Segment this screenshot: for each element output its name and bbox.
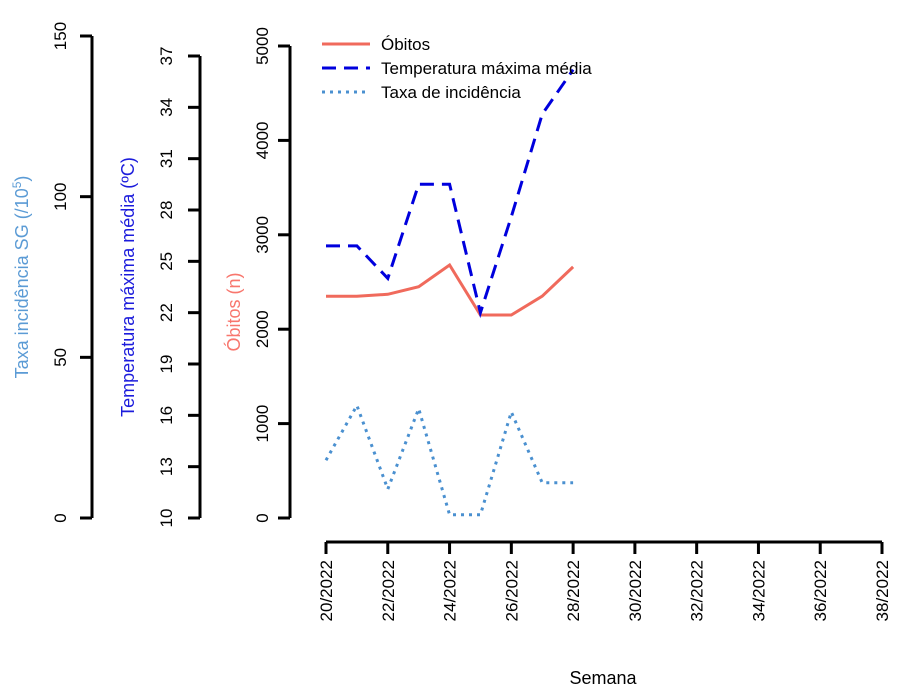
y-tick-label-temp: 28 bbox=[157, 201, 176, 220]
y-tick-label-taxa: 0 bbox=[51, 513, 70, 522]
x-tick-label: 34/2022 bbox=[749, 560, 768, 621]
y-tick-label-obitos: 0 bbox=[253, 513, 272, 522]
y-axis-title-temp: Temperatura máxima média (ºC) bbox=[118, 157, 138, 417]
y-axis-temp: 10 13 16 19 22 25 28 31 34 37 Temperatura máxima m… bbox=[118, 47, 202, 528]
y-tick-label-temp: 34 bbox=[157, 98, 176, 117]
y-tick-label-obitos: 5000 bbox=[253, 27, 272, 65]
x-tick-label: 20/2022 bbox=[317, 560, 336, 621]
y-tick-label-obitos: 4000 bbox=[253, 121, 272, 159]
y-tick-label-temp: 31 bbox=[157, 149, 176, 168]
legend-item: Temperatura máxima média bbox=[322, 59, 592, 78]
x-tick-label: 32/2022 bbox=[688, 560, 707, 621]
x-tick-label: 22/2022 bbox=[379, 560, 398, 621]
series-line-taxa bbox=[324, 401, 574, 517]
y-tick-label-temp: 22 bbox=[157, 303, 176, 322]
y-tick-label-taxa: 50 bbox=[51, 348, 70, 367]
y-tick-label-temp: 25 bbox=[157, 252, 176, 271]
legend-item: Óbitos bbox=[322, 35, 430, 54]
x-tick-label: 36/2022 bbox=[811, 560, 830, 621]
y-axis-title-taxa: Taxa incidência SG (/105) bbox=[10, 176, 32, 379]
y-tick-label-taxa: 150 bbox=[51, 22, 70, 50]
x-tick-label: 28/2022 bbox=[564, 560, 583, 621]
y-tick-label-temp: 13 bbox=[157, 457, 176, 476]
legend-label: Óbitos bbox=[381, 35, 430, 54]
x-tick-label: 24/2022 bbox=[441, 560, 460, 621]
y-tick-label-obitos: 1000 bbox=[253, 405, 272, 443]
x-tick-label: 26/2022 bbox=[502, 560, 521, 621]
legend: Óbitos Temperatura máxima média Taxa de in… bbox=[322, 35, 592, 102]
y-tick-label-temp: 37 bbox=[157, 47, 176, 66]
x-axis: 20/2022 22/2022 24/2022 26/2022 28/2022 30/20… bbox=[317, 540, 892, 688]
y-tick-label-taxa: 100 bbox=[51, 182, 70, 210]
y-axis-title-obitos: Óbitos (n) bbox=[223, 272, 244, 351]
y-tick-label-temp: 19 bbox=[157, 355, 176, 374]
y-tick-label-obitos: 2000 bbox=[253, 310, 272, 348]
series-layer bbox=[324, 68, 575, 517]
y-axis-taxa: 0 50 100 150 Taxa incidência SG (/105) bbox=[10, 22, 94, 523]
legend-item: Taxa de incidência bbox=[322, 83, 521, 102]
series-line-obitos bbox=[326, 262, 575, 317]
y-axis-obitos: 0 1000 2000 3000 4000 5000 Óbitos (n) bbox=[223, 27, 292, 523]
legend-label: Temperatura máxima média bbox=[381, 59, 592, 78]
x-tick-label: 38/2022 bbox=[873, 560, 892, 621]
series-line-temp bbox=[326, 68, 575, 319]
x-axis-title: Semana bbox=[569, 668, 637, 688]
x-tick-label: 30/2022 bbox=[626, 560, 645, 621]
y-axis-title-superscript: 5 bbox=[10, 181, 24, 188]
legend-label: Taxa de incidência bbox=[381, 83, 521, 102]
y-tick-label-obitos: 3000 bbox=[253, 216, 272, 254]
y-tick-label-temp: 16 bbox=[157, 406, 176, 425]
y-tick-label-temp: 10 bbox=[157, 509, 176, 528]
